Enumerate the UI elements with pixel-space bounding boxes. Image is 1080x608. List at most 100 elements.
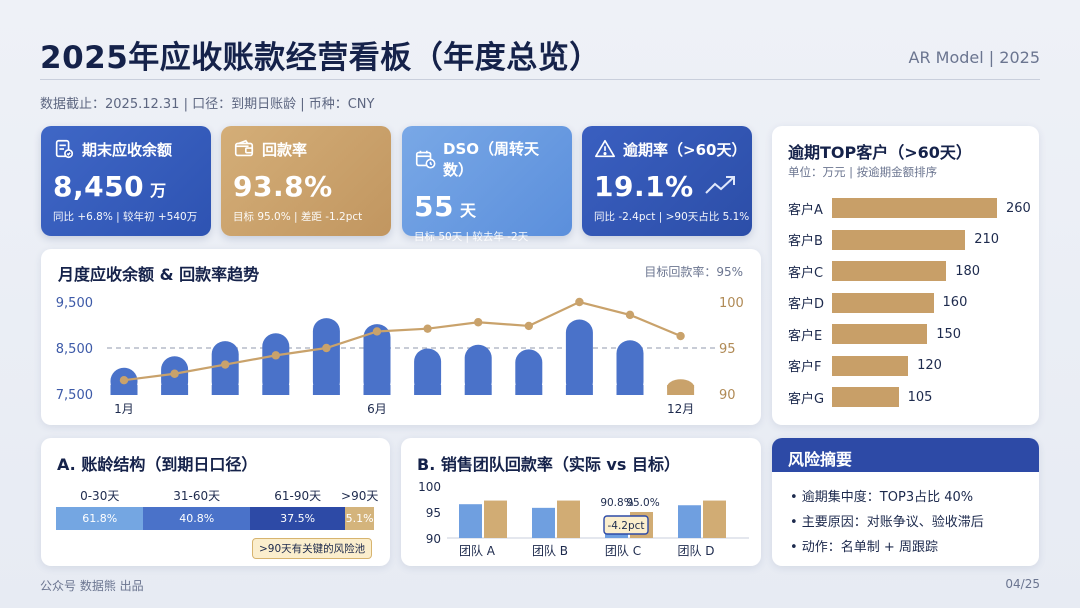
team-collection-card: B. 销售团队回款率（实际 vs 目标） 100 95 90 团队 A 团队 B 团队 C… xyxy=(401,438,761,566)
page-number: 04/25 xyxy=(1005,577,1040,591)
rate-point-6月 xyxy=(372,327,382,336)
aging-title: A. 账龄结构（到期日口径） xyxy=(57,455,258,474)
kpi-unit: 天 xyxy=(459,201,477,220)
customer-value: 180 xyxy=(955,263,981,279)
customer-bar xyxy=(832,261,947,281)
y-right-tick-label: 100 xyxy=(719,296,744,311)
kpi-value: 19.1% xyxy=(594,170,694,203)
risk-summary-title: 风险摘要 xyxy=(772,438,1039,472)
team-actual-bar xyxy=(605,533,628,538)
bar-base xyxy=(464,385,492,395)
risk-item: • 逾期集中度：TOP3占比 40% xyxy=(790,490,974,505)
kpi-subtext: 同比 +6.8% | 较年初 +540万 xyxy=(53,211,198,223)
bar-7月 xyxy=(414,348,442,395)
customer-value: 150 xyxy=(936,326,962,342)
customer-bar xyxy=(832,198,997,218)
bar-base xyxy=(161,385,189,395)
risk-summary-card: 风险摘要 • 逾期集中度：TOP3占比 40% • 主要原因：对账争议、验收滞后… xyxy=(772,438,1039,566)
warning-icon xyxy=(595,139,615,158)
customer-label: 客户E xyxy=(788,328,823,344)
customer-label: 客户F xyxy=(788,360,822,375)
kpi-value: 8,450 xyxy=(53,170,145,203)
customer-row: 客户F 120 xyxy=(788,354,942,378)
trend-chart-card: 月度应收余额 & 回款率趋势 目标回款率：95% 9,500 8,500 7,500… xyxy=(41,249,761,425)
rate-point-7月 xyxy=(423,324,432,333)
trend-up-icon xyxy=(705,176,735,194)
team-c-actual-label: 90.8% xyxy=(600,497,633,509)
bar-8月 xyxy=(464,344,492,395)
aging-segment: 61.8% xyxy=(56,507,144,530)
data-scope-subtitle: 数据截止：2025.12.31 | 口径：到期日账龄 | 币种：CNY xyxy=(40,97,375,112)
rate-point-11月 xyxy=(625,310,635,320)
rate-point-3月 xyxy=(221,360,230,369)
aging-bucket-label: >90天 xyxy=(341,489,379,503)
customer-value: 210 xyxy=(974,232,1000,247)
customer-label: 客户B xyxy=(788,234,823,249)
customer-label: 客户D xyxy=(788,297,825,312)
bar-base xyxy=(312,385,340,395)
x-tick-label: 1月 xyxy=(114,402,134,416)
rate-point-4月 xyxy=(271,351,280,360)
team-target-bar xyxy=(484,500,507,538)
bar-base xyxy=(616,385,644,395)
aging-segment: 5.1% xyxy=(345,507,374,530)
customer-row: 客户G 105 xyxy=(788,385,932,409)
kpi-card-receivable[interactable]: 期末应收余额 8,450 万 同比 +6.8% | 较年初 +540万 xyxy=(41,126,211,236)
kpi-card-collection-rate[interactable]: 回款率 93.8% 目标 95.0% | 差距 -1.2pct xyxy=(221,126,391,236)
kpi-card-dso[interactable]: DSO（周转天数） 55 天 目标 50天 | 较去年 -2天 xyxy=(402,126,572,243)
team-y-tick: 100 xyxy=(418,480,441,494)
kpi-label: DSO（周转天数） xyxy=(443,140,540,179)
aging-segment: 40.8% xyxy=(143,507,250,530)
team-actual-bar xyxy=(532,507,555,538)
customer-label: 客户A xyxy=(788,202,823,218)
y-left-tick-label: 9,500 xyxy=(56,296,93,311)
aging-bucket-label: 31-60天 xyxy=(173,489,221,503)
brand-label: AR Model | 2025 xyxy=(908,48,1040,67)
customer-row: 客户D 160 xyxy=(788,291,967,315)
customer-value: 120 xyxy=(917,358,942,373)
team-y-tick: 95 xyxy=(426,506,441,520)
kpi-label: 逾期率（>60天） xyxy=(623,140,747,159)
page-title: 2025年应收账款经营看板（年度总览） xyxy=(40,40,601,76)
top-customers-unit-note: 单位：万元 | 按逾期金额排序 xyxy=(788,165,938,179)
customer-bar xyxy=(832,387,899,407)
receivable-doc-icon xyxy=(55,139,74,159)
top-customers-title: 逾期TOP客户（>60天） xyxy=(788,143,972,162)
kpi-card-overdue-rate[interactable]: 逾期率（>60天） 19.1% 同比 -2.4pct | >90天占比 5.1% xyxy=(582,126,752,236)
y-left-tick-label: 7,500 xyxy=(56,388,93,403)
y-right-tick-label: 95 xyxy=(719,342,736,357)
customer-row: 客户A 260 xyxy=(788,196,1031,220)
gap-callout-box xyxy=(603,515,649,535)
y-left-tick-label: 8,500 xyxy=(56,342,93,357)
bar-base xyxy=(565,385,593,395)
team-actual-bar xyxy=(678,505,701,538)
team-target-bar xyxy=(703,500,726,538)
customer-label: 客户G xyxy=(788,391,825,407)
team-y-tick: 90 xyxy=(426,532,441,546)
bar-10月 xyxy=(565,319,593,395)
bar-6月 xyxy=(363,324,391,395)
rate-point-5月 xyxy=(322,343,331,353)
customer-value: 260 xyxy=(1006,200,1031,216)
overdue-top-customers-card: 逾期TOP客户（>60天） 单位：万元 | 按逾期金额排序 客户A 260 客户B 2… xyxy=(772,126,1039,425)
customer-value: 105 xyxy=(907,389,933,405)
customer-bar xyxy=(832,355,909,376)
team-label: 团队 B xyxy=(532,543,568,558)
bar-11月 xyxy=(616,340,644,395)
team-c-target-label: 95.0% xyxy=(626,497,659,509)
rate-point-10月 xyxy=(575,297,584,307)
gap-callout-label: -4.2pct xyxy=(607,520,644,532)
kpi-value: 55 xyxy=(414,190,454,223)
x-tick-label: 6月 xyxy=(367,402,387,416)
bar-base xyxy=(363,385,391,395)
bar-base xyxy=(110,385,138,395)
team-label: 团队 D xyxy=(677,543,714,558)
team-collection-chart: 100 95 90 团队 A 团队 B 团队 C 团队 D 90.8%95.0% -4.2pct xyxy=(418,480,749,558)
rate-point-2月 xyxy=(170,369,179,378)
aging-bucket-label: 61-90天 xyxy=(274,489,322,503)
kpi-label: 期末应收余额 xyxy=(82,140,173,159)
rate-point-12月 xyxy=(676,331,685,341)
customer-row: 客户E 150 xyxy=(788,322,961,346)
bar-base xyxy=(515,385,543,395)
bar-base xyxy=(211,385,239,395)
